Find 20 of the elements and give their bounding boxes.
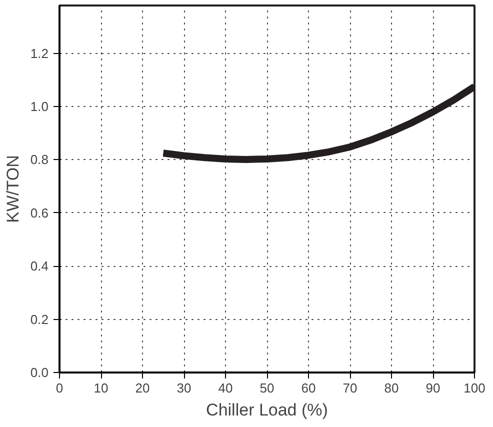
y-tick-label: 1.2	[30, 46, 49, 61]
x-tick-label: 50	[260, 380, 274, 396]
y-tick-label: 0.0	[30, 365, 49, 380]
x-tick-label: 90	[426, 380, 440, 396]
x-tick-label: 100	[464, 380, 486, 396]
x-tick-label: 10	[94, 380, 108, 396]
x-tick-label: 30	[176, 380, 192, 396]
y-tick-label: 0.6	[30, 205, 49, 220]
x-tick-label: 0	[56, 380, 64, 396]
y-tick-label: 0.4	[30, 258, 49, 274]
y-tick-label: 0.8	[30, 152, 49, 168]
y-tick-label: 1.0	[30, 99, 49, 114]
x-axis-title: Chiller Load (%)	[206, 400, 328, 420]
x-tick-label: 80	[384, 380, 399, 396]
x-tick-label: 60	[301, 380, 316, 396]
y-tick-label: 0.2	[30, 312, 49, 327]
x-tick-label: 40	[218, 380, 233, 396]
x-tick-label: 70	[342, 380, 358, 396]
y-axis-title: KW/TON	[3, 155, 22, 223]
x-tick-label: 20	[135, 380, 150, 396]
